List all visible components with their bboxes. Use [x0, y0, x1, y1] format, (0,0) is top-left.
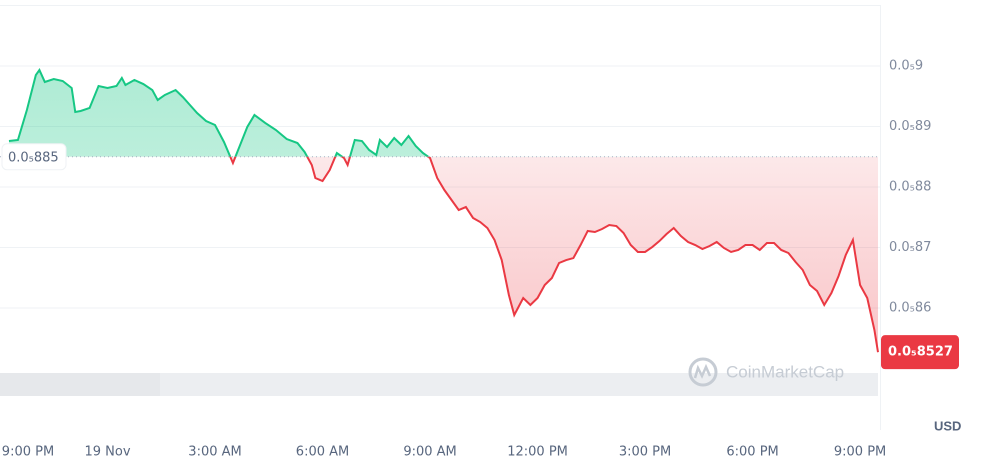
- watermark-logo: [688, 357, 718, 387]
- x-tick-label: 19 Nov: [84, 445, 130, 460]
- x-tick-label: 6:00 AM: [296, 445, 349, 460]
- y-tick-label: 0.0₅9: [889, 59, 923, 74]
- y-tick-label: 0.0₅88: [889, 180, 931, 195]
- price-line: [8, 67, 879, 353]
- watermark-text: CoinMarketCap: [726, 362, 844, 381]
- x-tick-label: 6:00 PM: [726, 445, 778, 460]
- volume-band: [0, 373, 878, 396]
- x-tick-label: 12:00 PM: [507, 445, 568, 460]
- reference-label: 0.0₅885: [8, 150, 59, 165]
- x-tick-label: 9:00 AM: [403, 445, 456, 460]
- price-line-up: [8, 67, 430, 157]
- labels: 0.0₅9 0.0₅89 0.0₅88 0.0₅87 0.0₅86 9:00 PM 19 N…: [0, 59, 959, 460]
- area: [8, 69, 878, 353]
- volume-band: [0, 373, 160, 396]
- y-tick-label: 0.0₅86: [889, 301, 931, 316]
- last-price-label: 0.0₅8527: [888, 345, 953, 360]
- price-line-down: [229, 156, 879, 353]
- unit-label: USD: [934, 418, 961, 433]
- x-tick-label: 3:00 AM: [188, 445, 241, 460]
- x-tick-label: 9:00 PM: [834, 445, 886, 460]
- x-tick-label: 9:00 PM: [2, 445, 54, 460]
- y-tick-label: 0.0₅87: [889, 240, 931, 255]
- last-price-box: [881, 335, 959, 370]
- reference-label-box: [1, 143, 67, 171]
- area-down: [8, 156, 878, 353]
- x-tick-label: 3:00 PM: [619, 445, 671, 460]
- y-tick-label: 0.0₅89: [889, 119, 931, 134]
- watermark-logo: [693, 363, 712, 379]
- area-up: [8, 69, 878, 157]
- watermark: CoinMarketCap: [688, 357, 844, 387]
